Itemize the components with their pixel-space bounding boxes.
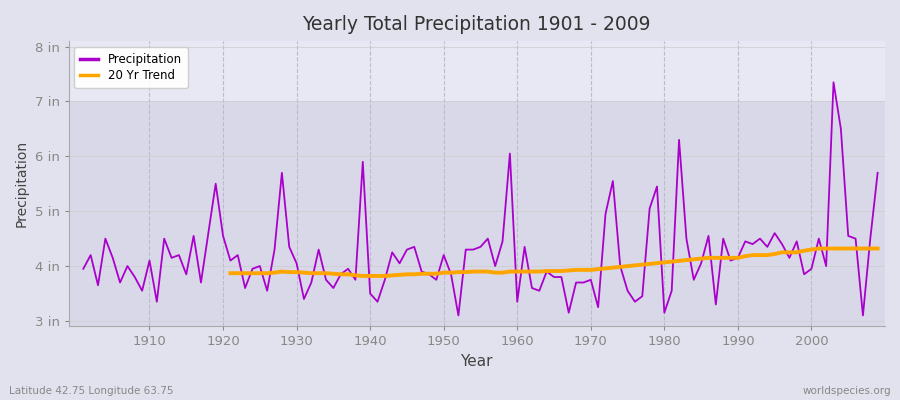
20 Yr Trend — [835, 246, 846, 251]
20 Yr Trend — [336, 272, 346, 277]
20 Yr Trend — [225, 271, 236, 276]
20 Yr Trend — [343, 272, 354, 277]
Precipitation — [828, 80, 839, 85]
Precipitation — [78, 266, 89, 271]
20 Yr Trend — [526, 269, 537, 274]
20 Yr Trend — [357, 274, 368, 278]
Precipitation — [343, 266, 354, 271]
Precipitation — [608, 179, 618, 184]
Bar — [68, 102, 885, 326]
Line: Precipitation: Precipitation — [84, 82, 878, 316]
Precipitation — [453, 313, 464, 318]
Y-axis label: Precipitation: Precipitation — [15, 140, 29, 227]
Precipitation — [519, 244, 530, 249]
20 Yr Trend — [872, 246, 883, 251]
Title: Yearly Total Precipitation 1901 - 2009: Yearly Total Precipitation 1901 - 2009 — [302, 15, 651, 34]
20 Yr Trend — [534, 269, 544, 274]
20 Yr Trend — [814, 246, 824, 251]
Bar — [68, 41, 885, 102]
Precipitation — [512, 299, 523, 304]
Precipitation — [137, 288, 148, 293]
Text: Latitude 42.75 Longitude 63.75: Latitude 42.75 Longitude 63.75 — [9, 386, 174, 396]
Text: worldspecies.org: worldspecies.org — [803, 386, 891, 396]
20 Yr Trend — [409, 272, 419, 277]
X-axis label: Year: Year — [461, 354, 493, 369]
Line: 20 Yr Trend: 20 Yr Trend — [230, 248, 878, 276]
Legend: Precipitation, 20 Yr Trend: Precipitation, 20 Yr Trend — [75, 47, 187, 88]
Precipitation — [872, 170, 883, 175]
Precipitation — [299, 296, 310, 301]
